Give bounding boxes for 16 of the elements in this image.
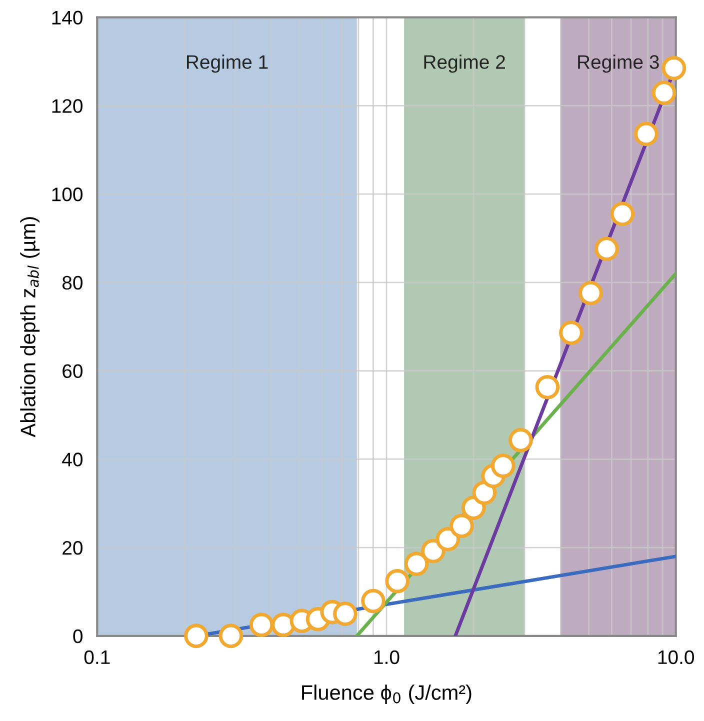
band-label: Regime 3 bbox=[578, 54, 659, 73]
y-tick-label: 120 bbox=[52, 99, 83, 113]
band-label: Regime 1 bbox=[187, 54, 268, 73]
y-tick-label: 20 bbox=[62, 541, 83, 555]
band-label: Regime 2 bbox=[424, 54, 505, 73]
y-tick-label: 60 bbox=[62, 364, 83, 378]
x-axis-title: Fluence ϕ$_{0}$ (J/cm²) bbox=[302, 684, 472, 704]
y-tick-label: 40 bbox=[62, 452, 83, 466]
x-tick-label: 1.0 bbox=[374, 650, 400, 664]
y-tick-label: 0 bbox=[73, 629, 83, 644]
y-axis-title: Ablation depth z$_{abl}$ (µm) bbox=[20, 217, 40, 438]
y-tick-label: 80 bbox=[62, 276, 83, 290]
y-tick-label: 140 bbox=[52, 10, 83, 25]
x-tick-label: 10.0 bbox=[658, 650, 694, 664]
y-tick-label: 100 bbox=[52, 188, 83, 202]
x-tick-label: 0.1 bbox=[84, 650, 110, 664]
